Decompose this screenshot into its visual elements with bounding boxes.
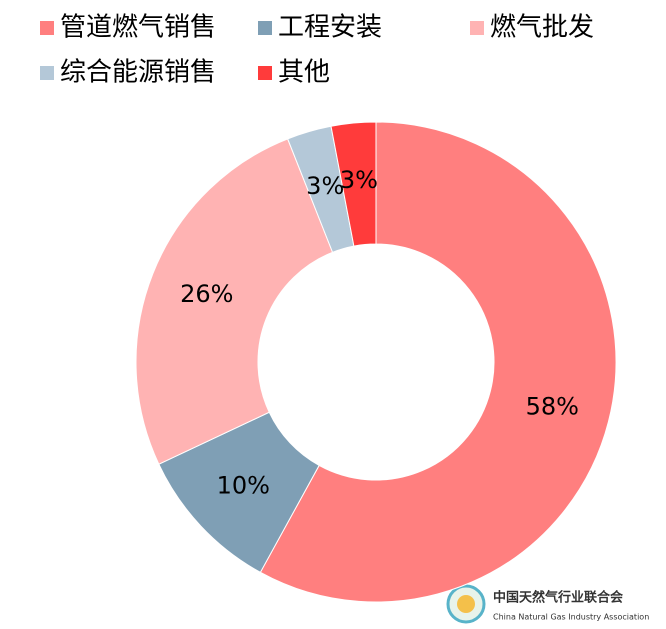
legend-label: 综合能源销售 [60,58,216,88]
logo-flame [457,595,475,613]
legend-swatch [40,66,54,80]
legend-swatch [40,21,54,35]
legend-label: 工程安装 [278,13,382,43]
legend-swatch [258,66,272,80]
logo-name-en: China Natural Gas Industry Association [493,613,649,622]
data-label: 58% [526,392,579,420]
data-label: 3% [306,172,344,200]
logo: 中国天然气行业联合会 China Natural Gas Industry As… [446,584,649,624]
legend-label: 其他 [278,58,330,88]
legend-label: 管道燃气销售 [60,13,216,43]
donut-segment [135,138,334,465]
donut-segment [259,121,617,603]
logo-name: 中国天然气行业联合会 [493,590,624,606]
data-label: 10% [217,472,270,500]
legend-label: 燃气批发 [490,13,594,43]
legend-swatch [258,21,272,35]
legend-swatch [470,21,484,35]
data-label: 3% [340,166,378,194]
donut-segment [330,121,377,247]
data-label: 26% [180,280,233,308]
